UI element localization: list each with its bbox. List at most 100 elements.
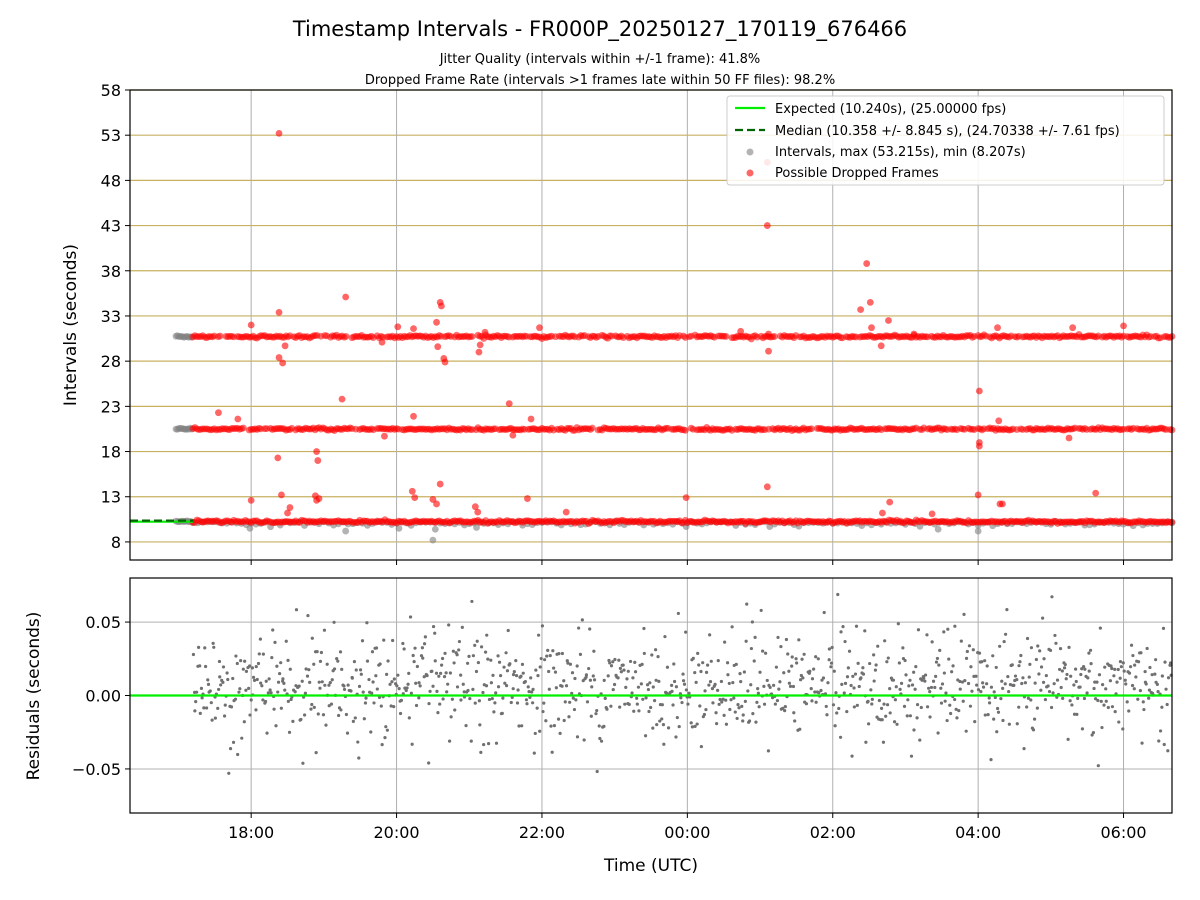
residual-point — [317, 680, 321, 684]
residual-point — [401, 641, 405, 646]
residual-point — [1147, 688, 1152, 692]
residual-point — [1006, 674, 1010, 679]
residual-point — [270, 656, 274, 660]
intervals-y-tick-label: 13 — [101, 488, 121, 507]
residual-point — [505, 669, 510, 673]
residual-point — [606, 674, 610, 678]
residual-point — [985, 664, 989, 668]
residual-point — [943, 699, 947, 703]
residual-point — [618, 705, 622, 709]
residual-point — [777, 687, 781, 691]
residual-point — [406, 682, 410, 686]
residual-point — [443, 651, 447, 655]
residual-point — [612, 682, 617, 687]
residual-point — [963, 678, 967, 683]
residual-point — [625, 677, 629, 681]
intervals-y-axis-label: Intervals (seconds) — [61, 244, 81, 406]
residual-point — [1166, 749, 1170, 753]
residual-point — [489, 681, 493, 685]
residual-point — [324, 723, 328, 727]
residual-point — [992, 690, 996, 694]
residual-point — [686, 702, 690, 706]
dropped-frame-outlier-point — [234, 415, 242, 423]
residual-point — [489, 658, 493, 662]
residual-point — [762, 702, 767, 706]
residual-point — [714, 711, 718, 715]
residual-point — [564, 684, 569, 688]
residuals-x-tick-label: 02:00 — [810, 823, 856, 842]
residual-point — [1001, 686, 1005, 690]
residual-point — [556, 717, 561, 721]
residual-point — [684, 630, 688, 634]
residual-point — [966, 681, 971, 686]
residual-point — [644, 696, 648, 700]
residual-point — [1108, 679, 1112, 683]
residual-point — [859, 676, 863, 680]
residual-point — [375, 687, 379, 691]
residual-point — [907, 684, 911, 688]
residual-point — [511, 687, 515, 691]
residual-point — [631, 676, 635, 680]
residual-point — [571, 696, 575, 700]
residual-point — [968, 704, 973, 708]
residual-point — [711, 701, 715, 705]
residual-point — [607, 658, 611, 663]
residual-point — [1013, 674, 1018, 678]
residual-point — [515, 701, 520, 705]
residual-point — [1082, 696, 1087, 701]
residual-point — [193, 709, 197, 713]
residual-point — [279, 706, 283, 710]
residual-point — [947, 657, 951, 661]
dropped-frame-outlier-point — [524, 495, 531, 502]
residual-point — [1027, 675, 1031, 679]
residual-point — [1157, 739, 1161, 743]
residual-point — [385, 672, 389, 676]
residual-point — [588, 627, 592, 631]
residual-point — [731, 680, 735, 685]
residual-point — [801, 676, 805, 680]
residual-point — [643, 734, 648, 738]
residual-point — [439, 671, 443, 675]
dropped-frame-outlier-point — [475, 348, 483, 356]
dropped-frame-outlier-point — [378, 338, 386, 346]
residual-point — [310, 636, 314, 640]
intervals-y-tick-label: 53 — [101, 126, 121, 145]
residual-point — [356, 740, 360, 744]
residual-point — [842, 691, 846, 695]
residual-point — [545, 654, 549, 658]
residual-point — [608, 661, 612, 665]
residual-point — [340, 667, 344, 671]
residual-point — [1035, 706, 1039, 710]
residual-point — [898, 687, 902, 691]
residual-point — [1144, 682, 1148, 686]
residual-point — [291, 719, 295, 724]
residual-point — [491, 673, 495, 677]
residual-point — [855, 703, 859, 707]
residual-point — [633, 670, 638, 674]
residual-point — [352, 660, 357, 664]
residual-point — [409, 691, 413, 695]
residual-point — [205, 706, 209, 710]
residual-point — [831, 703, 836, 707]
residual-point — [544, 719, 548, 723]
dropped-frame-point — [240, 424, 247, 432]
residual-point — [573, 676, 577, 681]
dropped-frame-outlier-point — [975, 387, 983, 395]
residual-point — [863, 629, 867, 633]
residual-point — [244, 688, 248, 692]
residual-point — [237, 690, 241, 694]
residual-point — [1039, 665, 1044, 669]
residual-point — [696, 651, 700, 655]
residual-point — [733, 710, 737, 714]
residual-point — [219, 683, 223, 687]
residual-point — [676, 611, 680, 616]
residual-point — [574, 698, 578, 702]
residual-point — [1130, 683, 1135, 688]
residual-point — [322, 628, 327, 632]
residual-point — [1070, 703, 1074, 707]
residual-point — [423, 635, 427, 639]
dropped-frame-point — [722, 333, 730, 340]
residual-point — [717, 702, 721, 706]
residual-point — [526, 685, 530, 689]
dropped-frame-outlier-point — [1065, 434, 1073, 442]
